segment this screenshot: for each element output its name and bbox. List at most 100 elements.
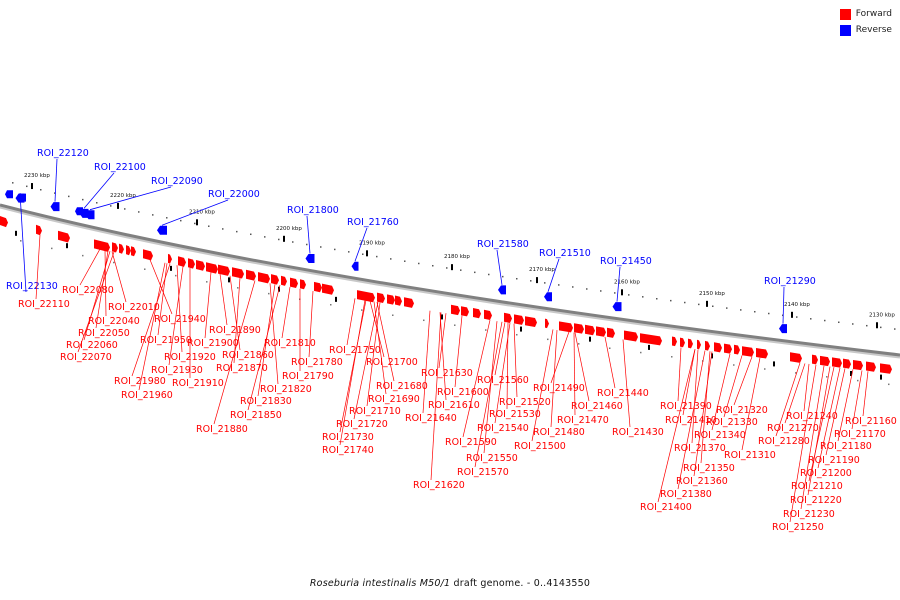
forward-gene-block[interactable]: [322, 283, 334, 295]
forward-gene-label[interactable]: ROI_21710: [349, 406, 401, 417]
forward-gene-label[interactable]: ROI_21590: [445, 437, 497, 448]
reverse-gene-arrow[interactable]: [544, 292, 552, 302]
forward-gene-label[interactable]: ROI_21250: [772, 522, 824, 533]
forward-gene-label[interactable]: ROI_21910: [172, 378, 224, 389]
reverse-gene-label[interactable]: ROI_21760: [347, 217, 399, 228]
forward-gene-block[interactable]: [206, 262, 218, 274]
forward-gene-label[interactable]: ROI_21380: [660, 489, 712, 500]
forward-gene-label[interactable]: ROI_21900: [187, 338, 239, 349]
forward-gene-block[interactable]: [395, 295, 402, 306]
forward-gene-block[interactable]: [812, 354, 818, 365]
reverse-gene-arrow[interactable]: [612, 302, 622, 312]
forward-gene-label[interactable]: ROI_21160: [845, 416, 897, 427]
forward-gene-label[interactable]: ROI_21500: [514, 441, 566, 452]
forward-gene-label[interactable]: ROI_21470: [557, 415, 609, 426]
forward-gene-label[interactable]: ROI_21950: [140, 335, 192, 346]
forward-gene-block[interactable]: [880, 363, 892, 374]
forward-gene-label[interactable]: ROI_21790: [282, 371, 334, 382]
forward-gene-label[interactable]: ROI_21440: [597, 388, 649, 399]
forward-gene-label[interactable]: ROI_21820: [260, 384, 312, 395]
forward-gene-label[interactable]: ROI_21490: [533, 383, 585, 394]
forward-gene-label[interactable]: ROI_21890: [209, 325, 261, 336]
forward-gene-block[interactable]: [832, 357, 842, 368]
forward-gene-label[interactable]: ROI_22070: [60, 352, 112, 363]
forward-gene-block[interactable]: [680, 337, 685, 348]
forward-gene-block[interactable]: [168, 253, 172, 264]
forward-gene-block[interactable]: [451, 304, 460, 316]
forward-gene-block[interactable]: [258, 272, 270, 284]
reverse-gene-arrow[interactable]: [50, 202, 60, 212]
reverse-gene-label[interactable]: ROI_21580: [477, 239, 529, 250]
forward-gene-label[interactable]: ROI_21280: [758, 436, 810, 447]
forward-gene-label[interactable]: ROI_21720: [336, 419, 388, 430]
forward-gene-label[interactable]: ROI_21220: [790, 495, 842, 506]
reverse-gene-label[interactable]: ROI_22090: [151, 176, 203, 187]
forward-gene-label[interactable]: ROI_21620: [413, 480, 465, 491]
forward-gene-block[interactable]: [514, 314, 524, 325]
forward-gene-label[interactable]: ROI_21930: [151, 365, 203, 376]
reverse-gene-arrow[interactable]: [498, 285, 506, 295]
forward-gene-block[interactable]: [473, 308, 481, 319]
reverse-gene-label[interactable]: ROI_21450: [600, 256, 652, 267]
forward-gene-block[interactable]: [734, 344, 740, 355]
reverse-gene-arrow[interactable]: [5, 190, 13, 199]
forward-gene-block[interactable]: [58, 230, 70, 243]
reverse-gene-label[interactable]: ROI_21800: [287, 205, 339, 216]
forward-gene-block[interactable]: [281, 275, 287, 286]
forward-gene-label[interactable]: ROI_21180: [820, 441, 872, 452]
reverse-gene-arrow[interactable]: [351, 261, 359, 271]
forward-gene-block[interactable]: [188, 258, 195, 269]
forward-gene-block[interactable]: [596, 326, 606, 337]
forward-gene-block[interactable]: [697, 339, 701, 350]
reverse-gene-label[interactable]: ROI_22100: [94, 162, 146, 173]
forward-gene-label[interactable]: ROI_21640: [405, 413, 457, 424]
forward-gene-label[interactable]: ROI_21830: [240, 396, 292, 407]
forward-gene-label[interactable]: ROI_21310: [724, 450, 776, 461]
forward-gene-block[interactable]: [790, 352, 802, 363]
forward-gene-block[interactable]: [94, 239, 110, 252]
forward-gene-label[interactable]: ROI_21690: [368, 394, 420, 405]
forward-gene-label[interactable]: ROI_21410: [665, 415, 717, 426]
forward-gene-label[interactable]: ROI_22110: [18, 299, 70, 310]
forward-gene-label[interactable]: ROI_21230: [783, 509, 835, 520]
forward-gene-label[interactable]: ROI_21740: [322, 445, 374, 456]
forward-gene-block[interactable]: [545, 318, 549, 329]
forward-gene-label[interactable]: ROI_21340: [694, 430, 746, 441]
forward-gene-block[interactable]: [504, 312, 512, 323]
forward-gene-label[interactable]: ROI_22080: [62, 285, 114, 296]
forward-gene-block[interactable]: [559, 321, 573, 333]
forward-gene-block[interactable]: [640, 333, 662, 346]
reverse-gene-arrow[interactable]: [305, 253, 315, 263]
forward-gene-label[interactable]: ROI_21370: [674, 443, 726, 454]
forward-gene-block[interactable]: [377, 292, 385, 303]
forward-gene-label[interactable]: ROI_21360: [676, 476, 728, 487]
forward-gene-label[interactable]: ROI_21520: [499, 397, 551, 408]
forward-gene-block[interactable]: [756, 348, 768, 359]
forward-gene-block[interactable]: [484, 309, 492, 320]
forward-gene-label[interactable]: ROI_22010: [108, 302, 160, 313]
forward-gene-label[interactable]: ROI_21550: [466, 453, 518, 464]
forward-gene-block[interactable]: [607, 327, 615, 338]
forward-gene-block[interactable]: [525, 316, 537, 327]
forward-gene-label[interactable]: ROI_22060: [66, 340, 118, 351]
forward-gene-label[interactable]: ROI_21530: [489, 409, 541, 420]
forward-gene-label[interactable]: ROI_21560: [477, 375, 529, 386]
forward-gene-label[interactable]: ROI_21350: [683, 463, 735, 474]
forward-gene-block[interactable]: [705, 340, 710, 351]
forward-gene-label[interactable]: ROI_21460: [571, 401, 623, 412]
reverse-gene-label[interactable]: ROI_21290: [764, 276, 816, 287]
forward-gene-block[interactable]: [36, 224, 42, 236]
forward-gene-block[interactable]: [820, 355, 830, 367]
forward-gene-label[interactable]: ROI_21780: [291, 357, 343, 368]
forward-gene-block[interactable]: [290, 277, 298, 289]
forward-gene-label[interactable]: ROI_22050: [78, 328, 130, 339]
forward-gene-label[interactable]: ROI_21430: [612, 427, 664, 438]
forward-gene-label[interactable]: ROI_21960: [121, 390, 173, 401]
forward-gene-block[interactable]: [461, 306, 469, 317]
forward-gene-label[interactable]: ROI_21850: [230, 410, 282, 421]
forward-gene-label[interactable]: ROI_21170: [834, 429, 886, 440]
forward-gene-block[interactable]: [866, 361, 876, 372]
forward-gene-label[interactable]: ROI_21210: [791, 481, 843, 492]
forward-gene-block[interactable]: [126, 245, 131, 256]
reverse-gene-label[interactable]: ROI_22130: [6, 281, 58, 292]
